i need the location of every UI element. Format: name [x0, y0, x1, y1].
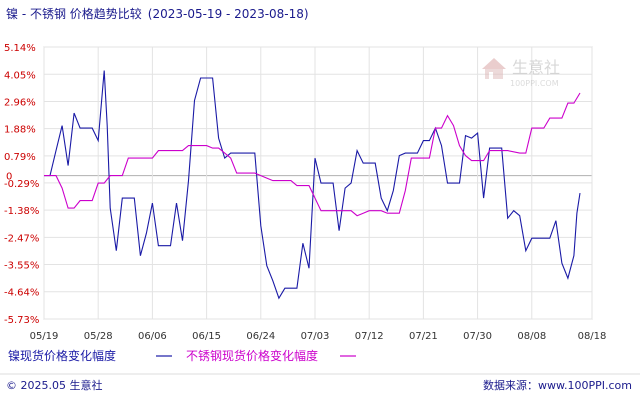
x-tick-label: 06/06 — [138, 331, 167, 342]
x-tick-label: 05/19 — [30, 331, 59, 342]
y-tick-label: 5.14% — [4, 43, 36, 54]
x-tick-label: 07/21 — [409, 331, 438, 342]
series-line-nickel — [44, 70, 581, 300]
x-tick-label: 08/08 — [517, 331, 546, 342]
series-layer — [44, 70, 581, 300]
x-tick-label: 05/28 — [84, 331, 113, 342]
y-tick-label: 4.05% — [4, 70, 36, 81]
y-tick-label: 1.88% — [4, 125, 36, 136]
y-tick-label: 2.96% — [4, 98, 36, 109]
x-tick-label: 07/12 — [355, 331, 384, 342]
legend: 镍现货价格变化幅度 不锈钢现货价格变化幅度 — [8, 348, 356, 363]
watermark-url: 100PPI.COM — [510, 79, 559, 88]
y-tick-label: -5.73% — [4, 315, 39, 326]
grid — [43, 46, 593, 320]
legend-label-stainless: 不锈钢现货价格变化幅度 — [186, 348, 318, 363]
footer-source: 数据来源：www.100PPI.com — [483, 378, 632, 392]
x-tick-label: 06/15 — [192, 331, 221, 342]
watermark: 生意社 100PPI.COM — [482, 58, 560, 88]
watermark-text: 生意社 — [512, 58, 560, 77]
x-tick-label: 07/03 — [301, 331, 330, 342]
y-tick-label: 0.79% — [4, 152, 36, 163]
x-tick-label: 06/24 — [246, 331, 275, 342]
chart-date-range: (2023-05-19 - 2023-08-18) — [148, 7, 309, 21]
legend-label-nickel: 镍现货价格变化幅度 — [8, 348, 116, 363]
y-tick-label: -2.47% — [4, 233, 39, 244]
y-tick-label: -3.55% — [4, 260, 39, 271]
watermark-logo-icon — [482, 58, 506, 79]
x-tick-label: 08/18 — [578, 331, 607, 342]
zero-label: 0 — [6, 172, 12, 183]
x-axis-ticks: 05/19 05/28 06/06 06/15 06/24 07/03 07/12 07/21… — [30, 331, 607, 342]
footer-copyright: © 2025.05 生意社 — [6, 378, 102, 392]
x-tick-label: 07/30 — [463, 331, 492, 342]
y-tick-label: -0.29% — [4, 179, 39, 190]
chart-title: 镍 - 不锈钢 价格趋势比较 (2023-05-19 - 2023-08-18) — [6, 6, 309, 21]
y-tick-label: -4.64% — [4, 288, 39, 299]
y-tick-label: -1.38% — [4, 206, 39, 217]
y-axis-ticks: 5.14% 4.05% 2.96% 1.88% 0.79% -0.29% -1.38% -2.… — [4, 43, 39, 326]
series-line-stainless — [44, 92, 581, 217]
